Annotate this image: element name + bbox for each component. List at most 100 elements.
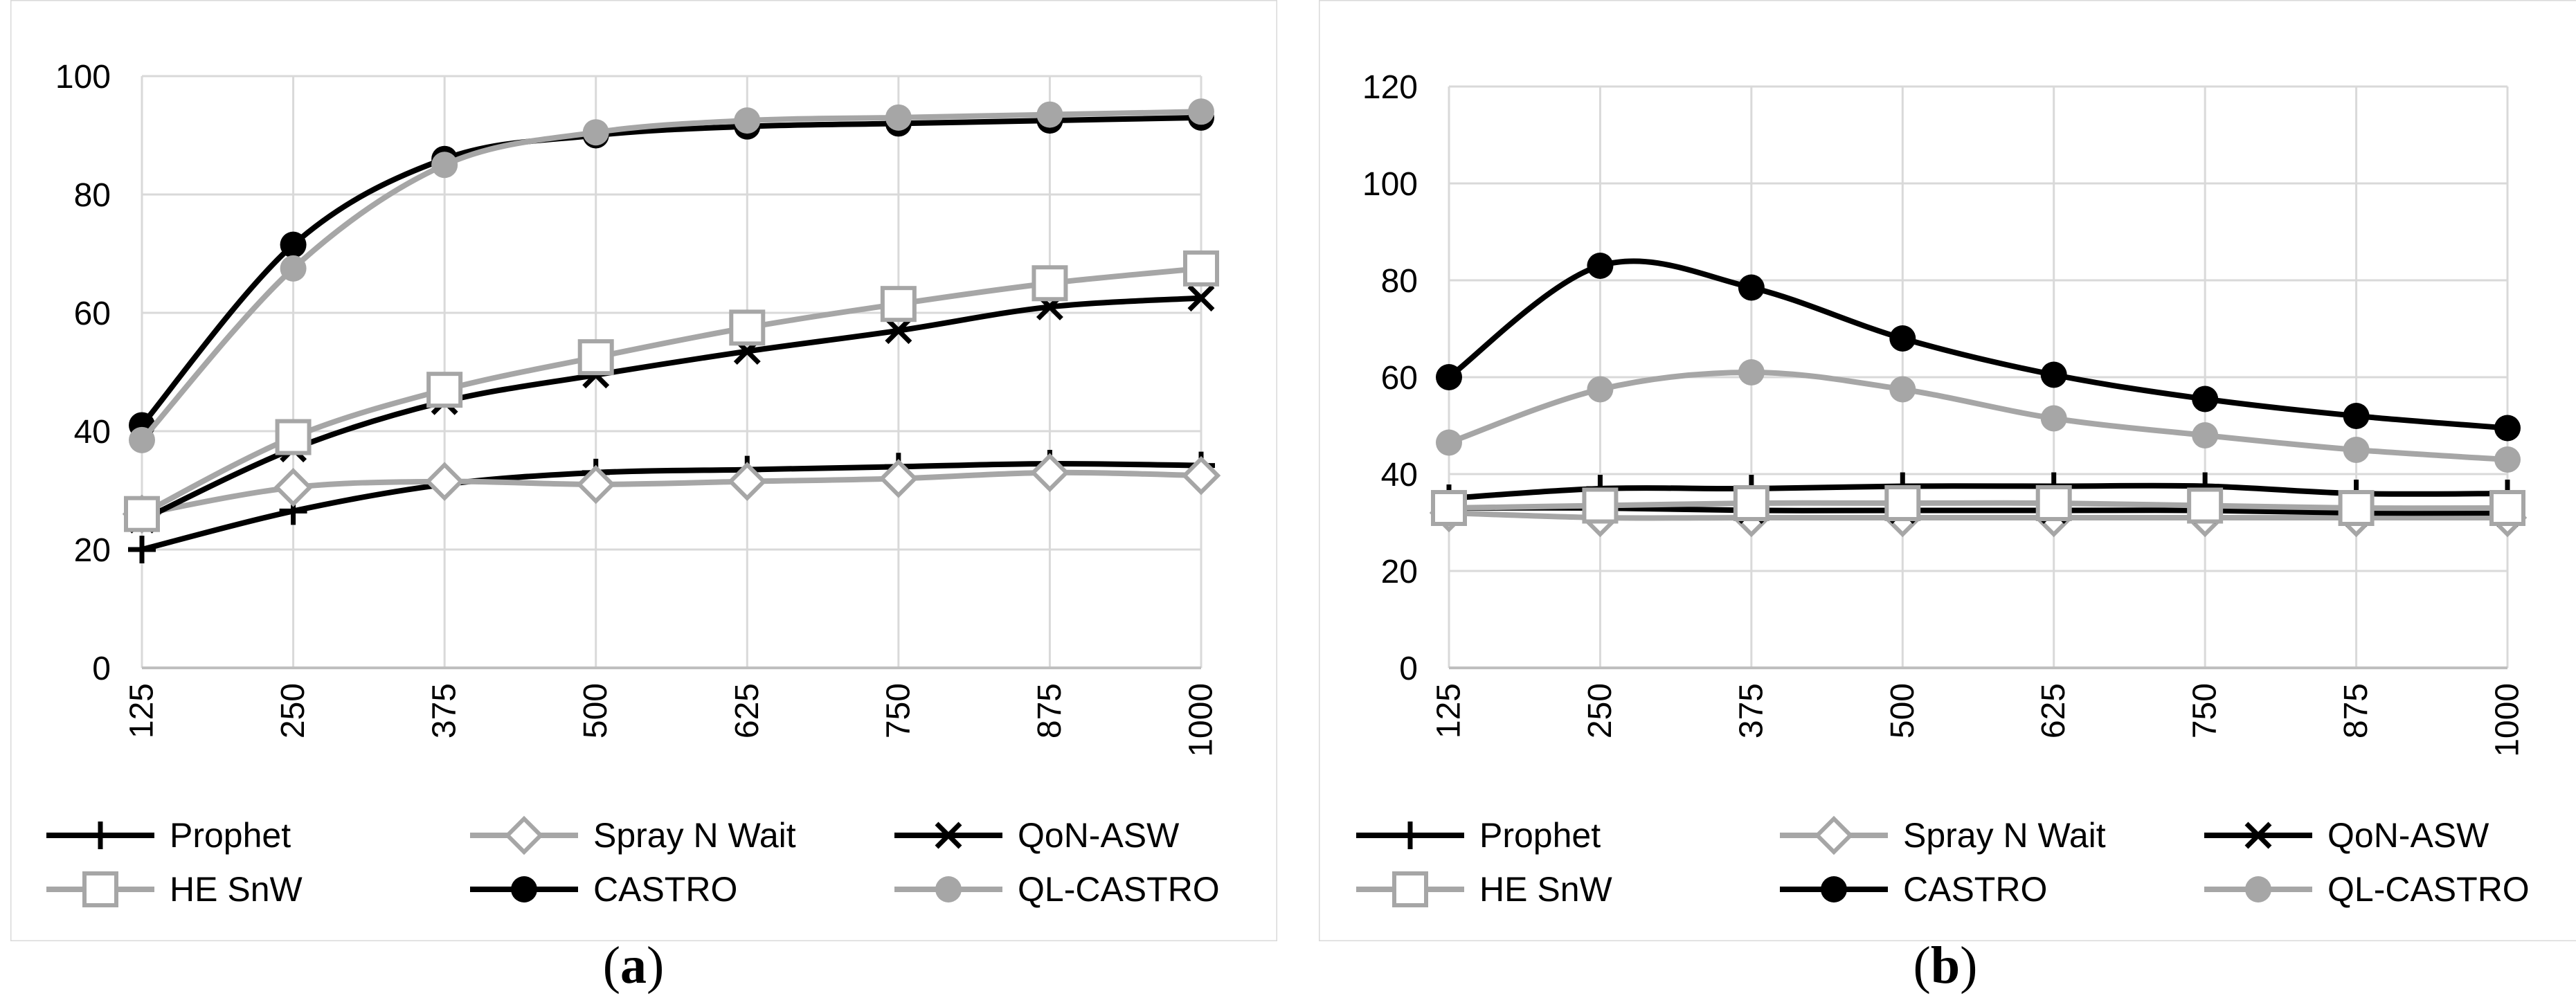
series-ql-castro — [129, 98, 1214, 453]
spray-n-wait-marker — [1181, 455, 1221, 496]
legend-label-ql-castro: QL-CASTRO — [2327, 870, 2530, 909]
ql-castro-marker — [582, 119, 609, 146]
caption-a: (a) — [602, 936, 665, 995]
legend-label-spray-n-wait: Spray N Wait — [1903, 816, 2106, 855]
legend-item-prophet: Prophet — [1356, 816, 1601, 855]
ql-castro-marker — [129, 426, 155, 453]
series-he-snw — [1431, 485, 2525, 526]
legend-item-qon-asw: QoN-ASW — [894, 816, 1180, 855]
ql-castro-marker — [280, 255, 307, 282]
series-ql-castro — [1436, 359, 2521, 473]
legend-label-ql-castro: QL-CASTRO — [1018, 870, 1220, 909]
qon-asw-legend-marker — [935, 822, 962, 849]
x-tick-label: 875 — [2338, 683, 2375, 738]
castro-marker — [280, 231, 307, 258]
castro-legend-marker — [1821, 876, 1847, 902]
prophet-line — [1448, 482, 2508, 501]
ql-castro-marker — [2494, 446, 2521, 473]
he-snw-marker — [1183, 250, 1219, 287]
spray-n-wait-marker — [879, 459, 919, 498]
x-tick-label: 125 — [124, 683, 161, 738]
legend-item-qon-asw: QoN-ASW — [2204, 816, 2489, 855]
x-tick-labels: 125 250 375 500 625 750 875 1000 — [124, 683, 1220, 757]
ql-castro-marker — [2343, 437, 2370, 463]
he-snw-legend-marker — [1392, 871, 1428, 907]
line-chart-a: 0 20 40 60 80 100 125 250 375 500 625 750 875 1000 Pro… — [10, 0, 1277, 941]
y-tick-label: 100 — [1362, 166, 1418, 203]
ql-castro-marker — [2192, 422, 2219, 448]
y-tick-label: 0 — [1399, 651, 1418, 687]
legend-label-spray-n-wait: Spray N Wait — [593, 816, 796, 855]
he-snw-marker — [2187, 487, 2224, 524]
he-snw-marker — [880, 286, 917, 323]
legend-item-ql-castro: QL-CASTRO — [894, 870, 1220, 909]
x-tick-label: 625 — [729, 683, 766, 738]
x-tick-label: 750 — [2187, 683, 2224, 738]
he-snw-legend-marker — [82, 871, 118, 907]
castro-marker — [2343, 403, 2370, 429]
castro-marker — [2040, 361, 2067, 388]
x-tick-label: 250 — [275, 683, 312, 738]
spray-n-wait-legend-marker — [1814, 815, 1854, 855]
prophet-legend-marker — [1396, 822, 1424, 849]
y-tick-labels: 0 20 40 60 80 100 — [55, 59, 111, 687]
x-tick-label: 750 — [880, 683, 917, 738]
spray-n-wait-marker — [728, 462, 767, 501]
series-he-snw — [124, 250, 1219, 532]
he-snw-marker — [1431, 490, 1467, 526]
legend: Prophet Spray N Wait QoN-ASW HE SnW CASTRO QL… — [46, 815, 1220, 909]
x-tick-label: 375 — [426, 683, 463, 738]
legend-label-prophet: Prophet — [170, 816, 291, 855]
caption-b: (b) — [1913, 936, 1978, 995]
legend-item-spray-n-wait: Spray N Wait — [1780, 815, 2106, 855]
legend-item-spray-n-wait: Spray N Wait — [470, 815, 796, 855]
he-snw-marker — [1733, 485, 1769, 521]
ql-castro-marker — [1738, 359, 1765, 385]
y-tick-label: 60 — [1381, 360, 1418, 397]
legend-item-prophet: Prophet — [46, 816, 291, 855]
legend-label-castro: CASTRO — [593, 870, 737, 909]
spray-n-wait-marker — [576, 464, 615, 505]
legend-label-he-snw: HE SnW — [1479, 870, 1613, 909]
ql-castro-marker — [2040, 405, 2067, 432]
x-tick-label: 500 — [577, 683, 614, 738]
he-snw-line — [1448, 500, 2508, 511]
y-tick-label: 100 — [55, 59, 111, 96]
y-tick-label: 0 — [92, 651, 111, 687]
castro-marker — [1889, 325, 1916, 352]
castro-legend-marker — [511, 876, 537, 902]
he-snw-marker — [1884, 485, 1921, 521]
qon-asw-marker — [885, 317, 912, 345]
ql-castro-marker — [1889, 376, 1916, 403]
spray-n-wait-legend-marker — [504, 815, 544, 855]
ql-castro-marker — [734, 107, 761, 134]
chart-frame — [1319, 0, 2576, 941]
line-chart-b: 0 20 40 60 80 100 120 125 250 375 500 625 750 875 1000… — [1319, 0, 2576, 941]
chart-panel-b: 0 20 40 60 80 100 120 125 250 375 500 625 750 875 1000… — [1319, 0, 2576, 941]
he-snw-marker — [729, 309, 766, 346]
ql-castro-legend-marker — [2245, 876, 2271, 902]
y-tick-label: 40 — [74, 414, 111, 451]
prophet-marker — [128, 536, 156, 563]
legend-item-ql-castro: QL-CASTRO — [2204, 870, 2530, 909]
he-snw-marker — [1032, 265, 1068, 302]
x-tick-label: 500 — [1884, 683, 1921, 738]
x-tick-label: 875 — [1032, 683, 1068, 738]
qon-asw-legend-marker — [2244, 822, 2272, 849]
legend-item-he-snw: HE SnW — [1356, 870, 1613, 909]
caption-letter-a: a — [620, 936, 647, 995]
legend-label-castro: CASTRO — [1903, 870, 2047, 909]
legend-label-prophet: Prophet — [1479, 816, 1601, 855]
qon-asw-line — [1448, 505, 2508, 516]
y-tick-labels: 0 20 40 60 80 100 120 — [1362, 69, 1418, 687]
he-snw-marker — [2338, 490, 2375, 526]
x-tick-label: 125 — [1431, 683, 1468, 738]
caption-letter-b: b — [1930, 936, 1961, 995]
he-snw-marker — [2489, 490, 2525, 526]
y-tick-label: 60 — [74, 296, 111, 332]
qon-asw-marker — [1187, 284, 1215, 312]
chart-panel-a: 0 20 40 60 80 100 125 250 375 500 625 750 875 1000 Pro… — [10, 0, 1277, 941]
he-snw-marker — [2035, 485, 2072, 521]
x-tick-label: 625 — [2035, 683, 2072, 738]
x-tick-labels: 125 250 375 500 625 750 875 1000 — [1431, 683, 2526, 757]
